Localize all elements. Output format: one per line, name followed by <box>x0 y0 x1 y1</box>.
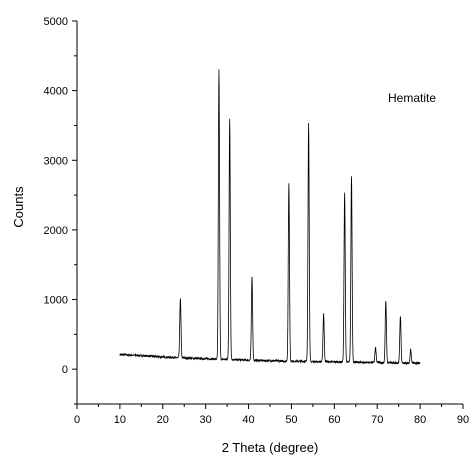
axes <box>76 21 463 405</box>
x-tick-label: 30 <box>200 414 212 426</box>
x-tick-label: 0 <box>74 414 80 426</box>
x-tick-label: 70 <box>371 414 383 426</box>
y-tick-label: 3000 <box>44 155 68 167</box>
y-tick-label: 0 <box>62 364 68 376</box>
y-tick-label: 5000 <box>44 16 68 28</box>
x-tick-label: 20 <box>157 414 169 426</box>
x-tick-label: 10 <box>114 414 126 426</box>
y-tick-label: 1000 <box>44 295 68 307</box>
x-tick-label: 40 <box>242 414 254 426</box>
x-tick-label: 90 <box>457 414 469 426</box>
y-axis-title: Counts <box>11 186 26 228</box>
phase-annotation: Hematite <box>388 91 436 105</box>
y-tick-label: 4000 <box>44 86 68 98</box>
x-tick-label: 50 <box>285 414 297 426</box>
x-tick-label: 60 <box>328 414 340 426</box>
x-tick-label: 80 <box>414 414 426 426</box>
y-tick-label: 2000 <box>44 225 68 237</box>
x-ticks: 0 10 20 30 40 50 60 70 80 90 <box>74 404 469 426</box>
x-axis-title: 2 Theta (degree) <box>222 440 319 455</box>
y-ticks: 0 1000 2000 3000 4000 5000 <box>44 16 77 405</box>
diffraction-pattern-line <box>119 69 421 366</box>
